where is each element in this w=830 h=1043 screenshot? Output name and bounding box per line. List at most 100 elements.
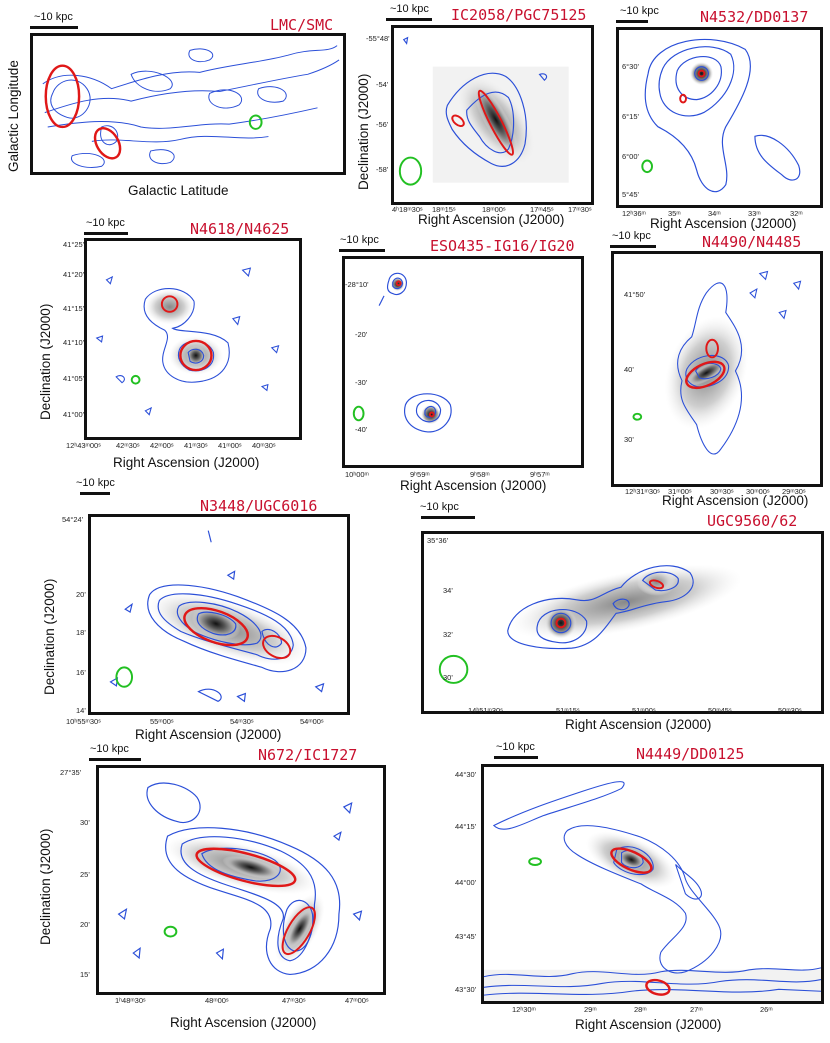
panel-title: ESO435-IG16/IG20: [430, 237, 575, 255]
y-tick-label: 44°15': [455, 822, 477, 831]
y-axis-label: Declination (J2000): [356, 73, 371, 190]
x-tick-label: 50ᵐ45ˢ: [708, 706, 732, 715]
y-tick-label: 35°36': [427, 536, 449, 545]
y-tick-label: -28°10': [345, 280, 369, 289]
scale-label: ~10 kpc: [496, 741, 535, 753]
scale-label: ~10 kpc: [90, 743, 129, 755]
x-tick-label: 41ᵐ30ˢ: [184, 441, 208, 450]
ig20-marker: [428, 411, 435, 418]
x-axis-label: Right Ascension (J2000): [418, 212, 565, 227]
plot-area: [611, 251, 823, 487]
n4625-ellipse: [160, 295, 179, 313]
x-tick-label: 54ᵐ00ˢ: [300, 717, 324, 726]
x-tick-label: 51ᵐ00ˢ: [632, 706, 656, 715]
beam-ellipse: [115, 666, 134, 688]
x-tick-label: 30ᵐ30ˢ: [710, 487, 734, 496]
beam-ellipse: [163, 925, 178, 938]
ic1727-ellipse: [281, 906, 316, 956]
beam-ellipse: [130, 374, 141, 385]
y-tick-label: 18': [76, 628, 86, 637]
n4490-ellipse: [685, 360, 726, 390]
y-tick-label: 16': [76, 668, 86, 677]
y-tick-label: -40': [355, 425, 368, 434]
dd0137-ellipse: [679, 93, 687, 104]
scale-bar: [30, 26, 78, 29]
beam-ellipse: [248, 114, 263, 130]
y-tick-label: 27°35': [60, 768, 82, 777]
beam-ellipse: [528, 857, 542, 866]
plot-area: [88, 514, 350, 715]
panel-title: N3448/UGC6016: [200, 497, 318, 515]
panel-title: N4449/DD0125: [636, 745, 745, 763]
y-tick-label: 14': [76, 706, 86, 715]
scale-bar: [421, 516, 475, 519]
panel-title: IC2058/PGC75125: [451, 6, 587, 24]
y-tick-label: 54°24': [62, 515, 84, 524]
panel-title: N672/IC1727: [258, 746, 358, 764]
y-tick-label: -20': [355, 330, 368, 339]
plot-area: [481, 764, 824, 1004]
x-tick-label: 12ʰ43ᵐ00ˢ: [66, 441, 101, 450]
plot-area: [616, 27, 823, 208]
scale-label: ~10 kpc: [86, 217, 125, 229]
x-axis-label: Right Ascension (J2000): [565, 717, 712, 732]
x-tick-label: 31ᵐ00ˢ: [668, 487, 692, 496]
x-axis-label: Right Ascension (J2000): [113, 455, 260, 470]
n4532-marker: [697, 69, 706, 78]
y-tick-label: -58': [376, 165, 389, 174]
beam-ellipse: [641, 159, 653, 174]
x-tick-label: 26ᵐ: [760, 1005, 773, 1014]
y-tick-label: 30': [80, 818, 90, 827]
x-tick-label: 30ᵐ00ˢ: [746, 487, 770, 496]
n4449-ellipse: [610, 847, 653, 874]
scale-label: ~10 kpc: [390, 3, 429, 15]
x-tick-label: 54ᵐ30ˢ: [230, 717, 254, 726]
ugc6016-ellipse: [262, 634, 292, 660]
x-tick-label: 9ʰ59ᵐ: [410, 470, 430, 479]
y-tick-label: 41°50': [624, 290, 646, 299]
x-tick-label: 4ʰ18ᵐ30ˢ: [392, 205, 423, 214]
y-tick-label: -30': [355, 378, 368, 387]
x-tick-label: 12ʰ36ᵐ: [622, 209, 646, 218]
ugc9562-ellipse: [648, 579, 665, 590]
x-tick-label: 14ʰ51ᵐ30ˢ: [468, 706, 503, 715]
panel-title: LMC/SMC: [270, 16, 334, 34]
y-tick-label: 6°00': [622, 152, 639, 161]
x-tick-label: 55ᵐ00ˢ: [150, 717, 174, 726]
x-tick-label: 32ᵐ: [790, 209, 803, 218]
scale-label: ~10 kpc: [76, 477, 115, 489]
x-tick-label: 48ᵐ00ˢ: [205, 996, 229, 1005]
x-tick-label: 34ᵐ: [708, 209, 721, 218]
x-axis-label: Right Ascension (J2000): [662, 493, 809, 508]
y-tick-label: 41°15': [63, 304, 85, 313]
plot-area: [96, 765, 386, 995]
y-tick-label: 41°05': [63, 374, 85, 383]
x-tick-label: 29ᵐ30ˢ: [782, 487, 806, 496]
scale-label: ~10 kpc: [612, 230, 651, 242]
y-tick-label: 43°30': [455, 985, 477, 994]
x-axis-label: Right Ascension (J2000): [650, 216, 797, 231]
x-tick-label: 47ᵐ00ˢ: [345, 996, 369, 1005]
panel-title: N4618/N4625: [190, 220, 290, 238]
y-tick-label: 25': [80, 870, 90, 879]
x-tick-label: 18ᵐ15ˢ: [432, 205, 456, 214]
plot-area: [84, 238, 302, 440]
x-axis-label: Right Ascension (J2000): [170, 1015, 317, 1030]
y-tick-label: 15': [80, 970, 90, 979]
x-tick-label: 42ᵐ30ˢ: [116, 441, 140, 450]
y-tick-label: 20': [76, 590, 86, 599]
scale-bar: [89, 758, 141, 761]
ugc9560-marker: [555, 617, 567, 629]
lmc-ellipse: [44, 64, 81, 129]
plot-area: [421, 531, 824, 714]
plot-area: [342, 256, 584, 468]
x-tick-label: 17ᵐ45ˢ: [530, 205, 554, 214]
y-tick-label: -54': [376, 80, 389, 89]
x-tick-label: 50ᵐ30ˢ: [778, 706, 802, 715]
scale-bar: [386, 18, 432, 21]
ig16-marker: [395, 280, 402, 287]
plot-area: [391, 25, 594, 205]
x-axis-label: Right Ascension (J2000): [400, 478, 547, 493]
y-axis-label: Declination (J2000): [38, 303, 53, 420]
smc-ellipse: [93, 127, 122, 160]
